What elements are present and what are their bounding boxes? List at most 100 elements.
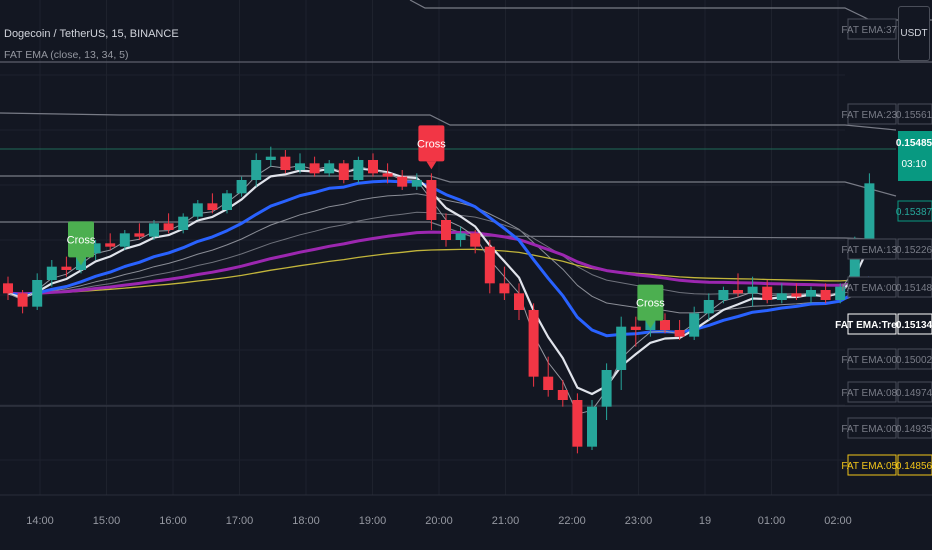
indicator-legend[interactable]: FAT EMA (close, 13, 34, 5): [4, 49, 129, 61]
chart-grid: [0, 0, 932, 496]
ema-377-line: [409, 0, 932, 21]
candle-up: [192, 203, 203, 217]
indicator-value: 0.14856: [896, 461, 932, 472]
time-tick-label: 14:00: [26, 515, 54, 527]
indicator-value-tag: [897, 238, 932, 260]
candle-down: [163, 223, 174, 230]
candle-up: [353, 160, 364, 180]
time-tick-label: 16:00: [159, 515, 187, 527]
candle-down: [630, 326, 641, 330]
indicator-name: FAT EMA:001: [841, 283, 903, 294]
cross-marker-label: Cross: [636, 298, 665, 310]
candle-up: [236, 180, 247, 194]
candle-up: [32, 280, 43, 307]
candle-down: [733, 290, 743, 294]
cross-marker: [418, 125, 445, 162]
cross-marker-pointer: [76, 257, 86, 266]
indicator-name-tag: [847, 238, 897, 260]
last-price-value: 0.15485: [896, 138, 932, 149]
indicator-name-tag: [847, 454, 897, 476]
indicator-value: 0.14974: [896, 388, 932, 399]
ema-005-line: [7, 167, 871, 396]
cross-marker-label: Cross: [417, 138, 446, 150]
candle-down: [382, 173, 393, 177]
indicator-name: FAT EMA:Trend: [835, 320, 909, 331]
candle-up: [119, 233, 130, 247]
candle-up: [776, 293, 787, 300]
cross-marker: [637, 284, 664, 321]
indicator-value: 0.15134: [896, 320, 932, 331]
time-tick-label: 15:00: [93, 515, 121, 527]
indicator-value: 0.15002: [896, 355, 932, 366]
time-tick-label: 17:00: [226, 515, 254, 527]
candle-down: [134, 233, 145, 237]
candle-down: [820, 290, 831, 300]
candle-down: [674, 330, 685, 337]
candle-up: [806, 290, 816, 297]
indicator-value-tag: [897, 348, 932, 370]
candle-up: [265, 156, 276, 160]
ema-013-line: [7, 179, 871, 338]
time-axis: 14:00 15:00 16:00 17:00 18:00 19:00 20:00 21:00…: [26, 515, 852, 527]
candle-down: [557, 390, 568, 400]
candle-up: [149, 223, 159, 237]
indicator-name: FAT EMA:002: [841, 355, 903, 366]
candle-down: [470, 233, 481, 247]
candle-up: [324, 163, 335, 174]
candle-up: [90, 243, 101, 254]
cross-markers: Cross Cross Cross: [67, 125, 665, 329]
price-tag: [897, 200, 932, 222]
candle-up: [295, 163, 305, 170]
candle-down: [368, 160, 378, 174]
indicator-name: FAT EMA:003: [841, 424, 903, 435]
candle-down: [660, 320, 670, 330]
candle-down: [572, 400, 583, 447]
indicator-name-tag: [847, 381, 897, 403]
last-price-tag: [898, 131, 932, 181]
time-tick-label: 21:00: [492, 515, 520, 527]
candle-up: [835, 286, 846, 300]
candle-down: [528, 310, 539, 377]
candle-up: [849, 243, 860, 287]
indicator-name-tag: [847, 417, 897, 439]
indicator-name-tag: [847, 276, 897, 298]
symbol-title[interactable]: Dogecoin / TetherUS, 15, BINANCE: [4, 28, 179, 40]
indicator-name: FAT EMA:233: [841, 110, 903, 121]
indicator-value-tag: [897, 313, 932, 335]
candle-down: [441, 220, 451, 240]
candle-up: [587, 406, 597, 447]
candle-up: [616, 326, 627, 370]
countdown-timer: 03:10: [901, 159, 926, 170]
candle-down: [338, 163, 349, 180]
indicator-value-tag: [897, 103, 932, 125]
candle-up: [178, 216, 189, 230]
indicator-name-tag: [847, 18, 897, 40]
indicator-value: 0.15226: [896, 245, 932, 256]
time-tick-label: 19:00: [359, 515, 387, 527]
price-tag-value: 0.15387: [896, 207, 932, 218]
candle-up: [703, 300, 714, 314]
time-tick-label: 22:00: [558, 515, 586, 527]
candle-down: [280, 156, 291, 170]
candle-up: [689, 313, 700, 337]
indicator-value-tag: [897, 454, 932, 476]
cross-marker: [68, 221, 94, 258]
time-tick-label: 19: [699, 515, 711, 527]
indicator-name-tag: [847, 103, 897, 125]
ema-233-line: [0, 112, 897, 131]
candles: [3, 146, 875, 454]
indicator-name: FAT EMA:089: [841, 388, 903, 399]
currency-button[interactable]: USDT: [898, 6, 930, 61]
indicator-value: 0.14935: [896, 424, 932, 435]
time-tick-label: 02:00: [824, 515, 852, 527]
candle-down: [426, 180, 437, 220]
candle-down: [484, 246, 495, 284]
